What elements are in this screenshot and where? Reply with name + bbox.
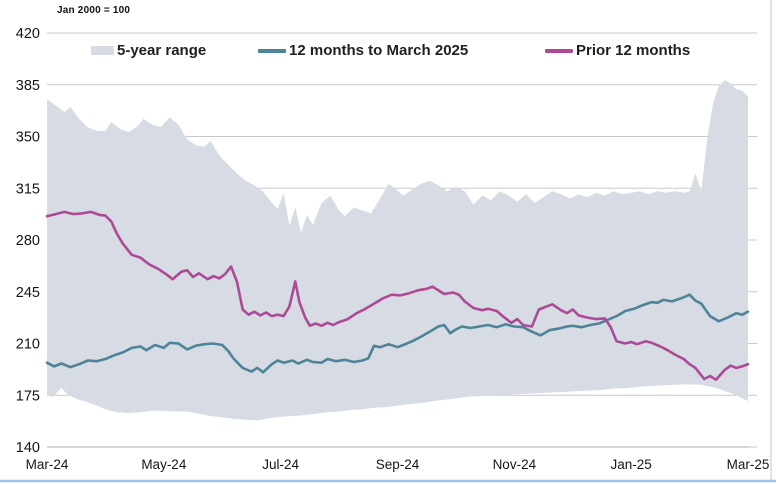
y-tick-label: 350 <box>16 130 40 146</box>
y-tick-label: 385 <box>16 78 40 94</box>
x-tick-label: Mar-25 <box>727 457 770 472</box>
x-tick-label: Sep-24 <box>376 457 420 472</box>
x-tick-label: Jul-24 <box>262 457 299 472</box>
index-base-note: Jan 2000 = 100 <box>57 5 131 16</box>
y-tick-label: 175 <box>16 388 40 404</box>
y-tick-label: 315 <box>16 181 40 197</box>
series-line-12-months-to-march-2025 <box>45 293 750 374</box>
y-tick-label: 210 <box>16 337 40 353</box>
series-line-prior-12-months <box>45 210 750 382</box>
range-band <box>47 80 748 421</box>
y-tick-label: 245 <box>16 285 40 301</box>
y-tick-label: 280 <box>16 233 40 249</box>
x-tick-label: Nov-24 <box>493 457 537 472</box>
x-tick-label: Mar-24 <box>26 457 69 472</box>
y-tick-label: 420 <box>16 26 40 42</box>
x-tick-label: Jan-25 <box>611 457 652 472</box>
x-tick-label: May-24 <box>141 457 187 472</box>
y-tick-label: 140 <box>16 440 40 456</box>
